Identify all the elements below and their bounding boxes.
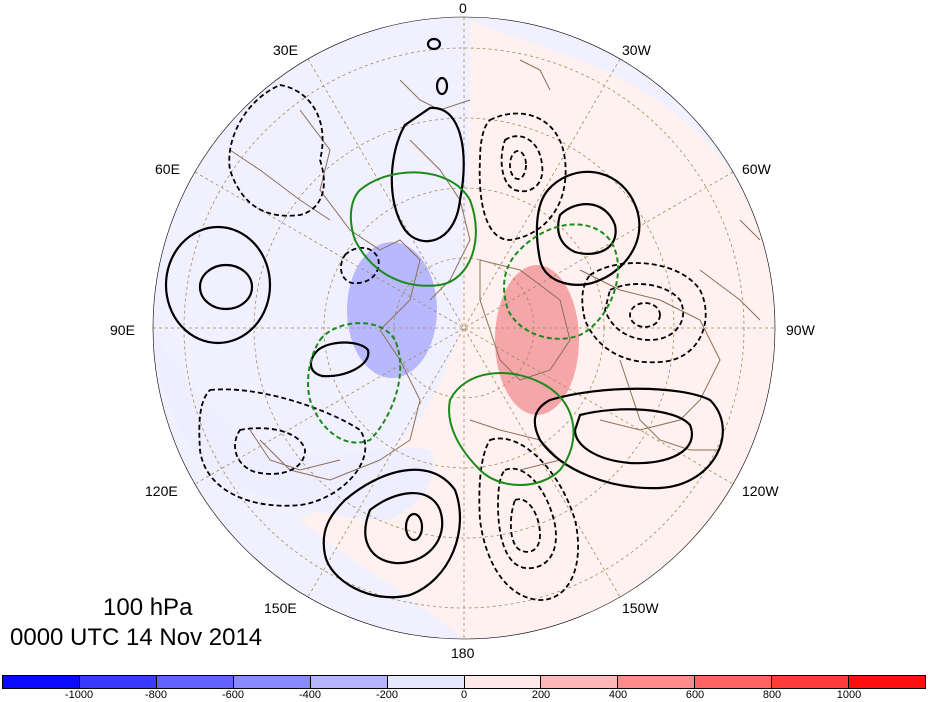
lon-label-90w: 90W: [786, 322, 815, 338]
lon-label-90e: 90E: [110, 322, 135, 338]
lon-label-150w: 150W: [622, 600, 659, 616]
anomaly-shading: [153, 17, 775, 639]
colorbar-box: [464, 676, 542, 688]
colorbar-box: [772, 676, 850, 688]
colorbar-tick-label: 800: [762, 689, 782, 701]
graticule: [153, 17, 775, 639]
colorbar-tick-label: 200: [531, 689, 551, 701]
lon-label-60w: 60W: [742, 161, 771, 177]
colorbar-box: [695, 676, 773, 688]
lon-label-180: 180: [451, 645, 475, 661]
positive-contours: [164, 37, 724, 599]
pressure-level-caption: 100 hPa: [103, 594, 193, 621]
colorbar-tick-label: 1000: [836, 689, 862, 701]
colorbar-tick-label: -600: [221, 689, 245, 701]
colorbar-tick-label: -400: [298, 689, 322, 701]
lon-label-0: 0: [459, 0, 467, 16]
colorbar: [2, 675, 926, 689]
lon-label-120w: 120W: [742, 483, 779, 499]
map-boundary: [152, 16, 776, 640]
lon-label-60e: 60E: [155, 161, 180, 177]
lon-label-120e: 120E: [145, 483, 178, 499]
colorbar-box: [541, 676, 619, 688]
colorbar-box: [3, 676, 80, 688]
colorbar-tick-label: -200: [375, 689, 399, 701]
colorbar-box: [233, 676, 311, 688]
lon-label-30e: 30E: [273, 42, 298, 58]
valid-time-caption: 0000 UTC 14 Nov 2014: [10, 624, 263, 651]
colorbar-box: [618, 676, 696, 688]
colorbar-box: [79, 676, 157, 688]
colorbar-tick-label: 0: [460, 689, 468, 701]
negative-contours: [198, 84, 707, 601]
lon-label-150e: 150E: [264, 600, 297, 616]
colorbar-box: [387, 676, 465, 688]
colorbar-tick-label: -800: [144, 689, 168, 701]
lon-label-30w: 30W: [622, 42, 651, 58]
colorbar-box: [849, 676, 926, 688]
colorbar-tick-label: 600: [685, 689, 705, 701]
green-contours: [307, 171, 619, 486]
colorbar-box: [310, 676, 388, 688]
colorbar-box: [156, 676, 234, 688]
colorbar-tick-label: -1000: [64, 689, 94, 701]
colorbar-tick-label: 400: [608, 689, 628, 701]
